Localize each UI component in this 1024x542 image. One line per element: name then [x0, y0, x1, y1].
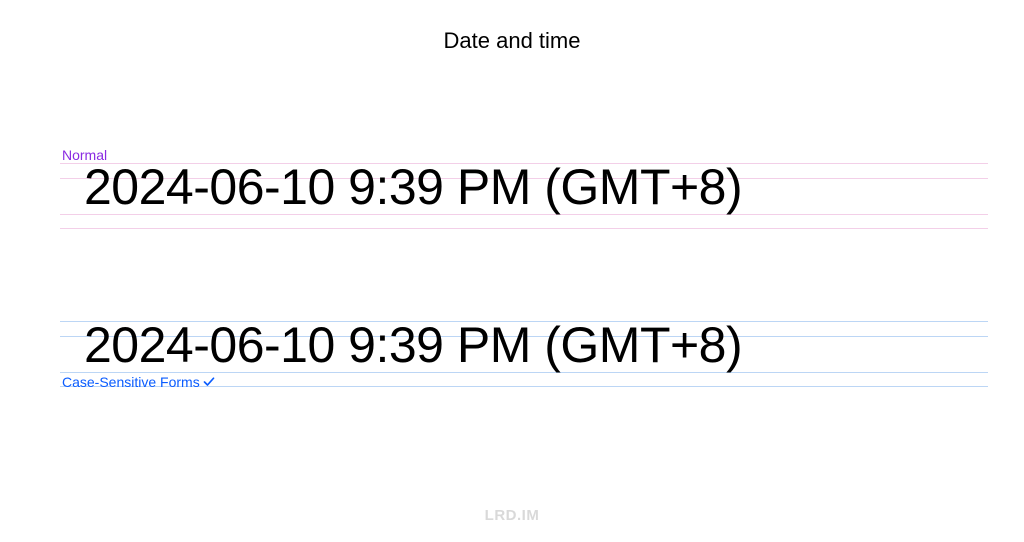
label-case-sensitive-text: Case-Sensitive Forms	[62, 375, 200, 389]
guideline-descender	[60, 228, 988, 229]
label-case-sensitive: Case-Sensitive Forms	[62, 375, 215, 389]
check-icon	[203, 376, 215, 388]
sample-text-normal: 2024-06-10 9:39 PM (GMT+8)	[84, 160, 742, 215]
sample-text-case-sensitive: 2024-06-10 9:39 PM (GMT+8)	[84, 318, 742, 373]
watermark: LRD.IM	[0, 507, 1024, 524]
page-title: Date and time	[0, 0, 1024, 54]
